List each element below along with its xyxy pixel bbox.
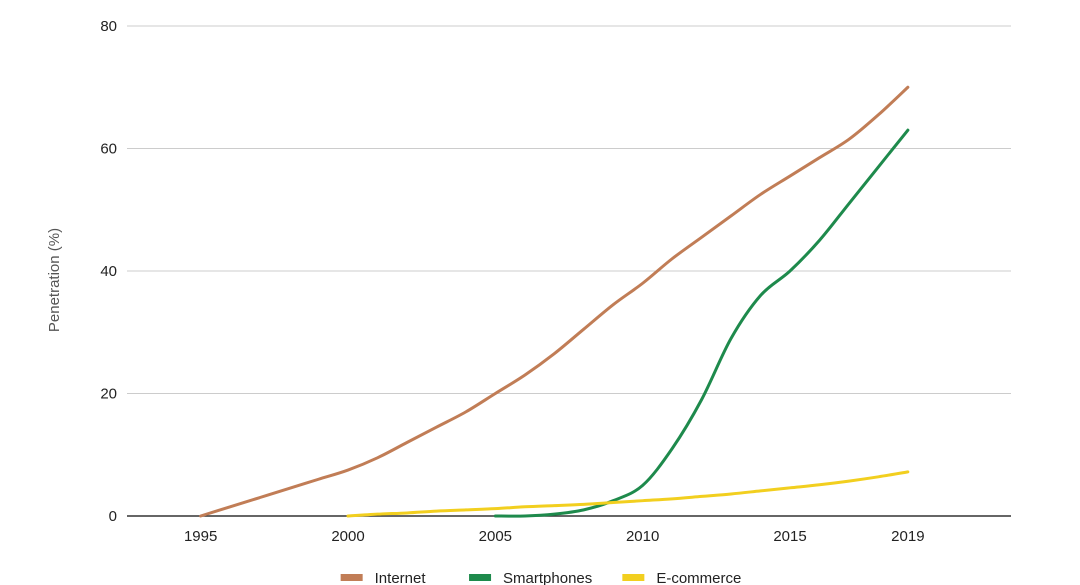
x-tick-label: 2005	[479, 528, 512, 545]
legend-swatch	[622, 574, 645, 581]
y-tick-label: 60	[100, 141, 117, 158]
x-tick-label: 2019	[891, 528, 924, 545]
x-tick-label: 2000	[331, 528, 364, 545]
legend-label: E-commerce	[656, 570, 741, 585]
legend-label: Internet	[375, 570, 427, 585]
legend-item-e-commerce: E-commerce	[622, 570, 741, 585]
legend-swatch	[340, 574, 363, 581]
y-tick-label: 0	[109, 508, 117, 525]
y-axis-ticks: 0 20 40 60 80	[100, 18, 117, 525]
legend: Internet Smartphones E-commerce	[340, 570, 741, 585]
legend-swatch	[469, 574, 492, 581]
x-tick-label: 2015	[773, 528, 806, 545]
legend-label: Smartphones	[503, 570, 592, 585]
y-axis-title: Penetration (%)	[46, 228, 63, 332]
x-axis-ticks: 1995 2000 2005 2010 2015 2019	[184, 528, 925, 545]
gridlines	[127, 25, 1011, 394]
legend-item-internet: Internet	[340, 570, 427, 585]
y-tick-label: 20	[100, 386, 117, 403]
legend-item-smartphones: Smartphones	[469, 570, 592, 585]
x-tick-label: 1995	[184, 528, 217, 545]
y-tick-label: 80	[100, 18, 117, 35]
y-tick-label: 40	[100, 263, 117, 280]
series-line-smartphones	[493, 128, 910, 518]
series-lines	[199, 85, 910, 518]
x-tick-label: 2010	[626, 528, 659, 545]
series-line-e-commerce	[346, 470, 910, 518]
series-line-internet	[199, 85, 910, 518]
